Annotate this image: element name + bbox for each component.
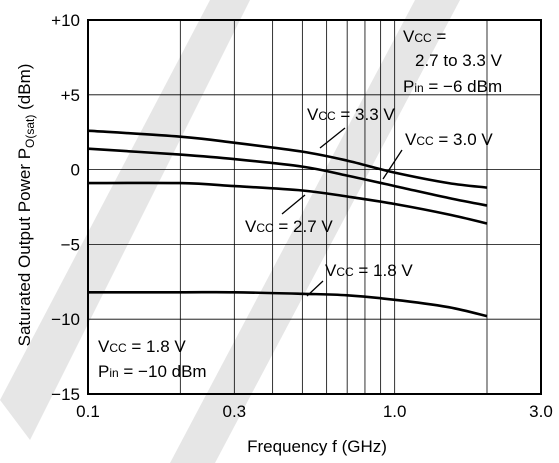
y-tick-label: +5	[61, 86, 80, 105]
leader-vcc-3-0	[382, 149, 403, 180]
y-axis-label: Saturated Output Power PO(sat) (dBm)	[15, 64, 37, 347]
series-line-3	[88, 290, 488, 318]
label-vcc-3-3: VCC = 3.3 V	[307, 105, 395, 124]
x-axis-label: Frequency f (GHz)	[247, 437, 387, 456]
y-tick-label: +10	[51, 11, 80, 30]
x-tick-label: 0.3	[223, 402, 247, 421]
y-tick-label: 0	[71, 161, 80, 180]
conditions-top: VCC = 2.7 to 3.3 V Pin = −6 dBm	[403, 27, 503, 96]
series-line-2	[87, 181, 488, 225]
conditions-bottom: VCC = 1.8 V Pin = −10 dBm	[98, 337, 207, 381]
plot-frame	[87, 19, 542, 395]
label-vcc-2-7: VCC = 2.7 V	[245, 217, 333, 236]
y-tick-label: −15	[51, 385, 80, 404]
svg-text:Pin = −10 dBm: Pin = −10 dBm	[98, 362, 207, 381]
svg-text:2.7 to 3.3 V: 2.7 to 3.3 V	[415, 51, 503, 70]
leader-vcc-1-8	[306, 280, 324, 297]
watermark	[0, 0, 460, 463]
series-line-0	[87, 129, 488, 189]
label-vcc-1-8: VCC = 1.8 V	[325, 261, 413, 280]
ticks: 0.1 0.3 1.0 3.0 +10 +5 0 −5 −10 −15	[51, 11, 553, 421]
x-tick-label: 1.0	[383, 402, 407, 421]
x-tick-label: 0.1	[76, 402, 100, 421]
svg-text:VCC =: VCC =	[403, 27, 446, 46]
leader-vcc-3-3	[319, 127, 346, 149]
svg-text:VCC = 1.8 V: VCC = 1.8 V	[98, 337, 186, 356]
curves	[87, 129, 488, 318]
label-vcc-3-0: VCC = 3.0 V	[405, 130, 493, 149]
svg-text:Pin = −6 dBm: Pin = −6 dBm	[403, 77, 502, 96]
y-tick-label: −10	[51, 310, 80, 329]
x-tick-label: 3.0	[529, 402, 553, 421]
leader-vcc-2-7	[281, 194, 306, 215]
series-line-1	[87, 147, 488, 207]
y-tick-label: −5	[61, 235, 80, 254]
